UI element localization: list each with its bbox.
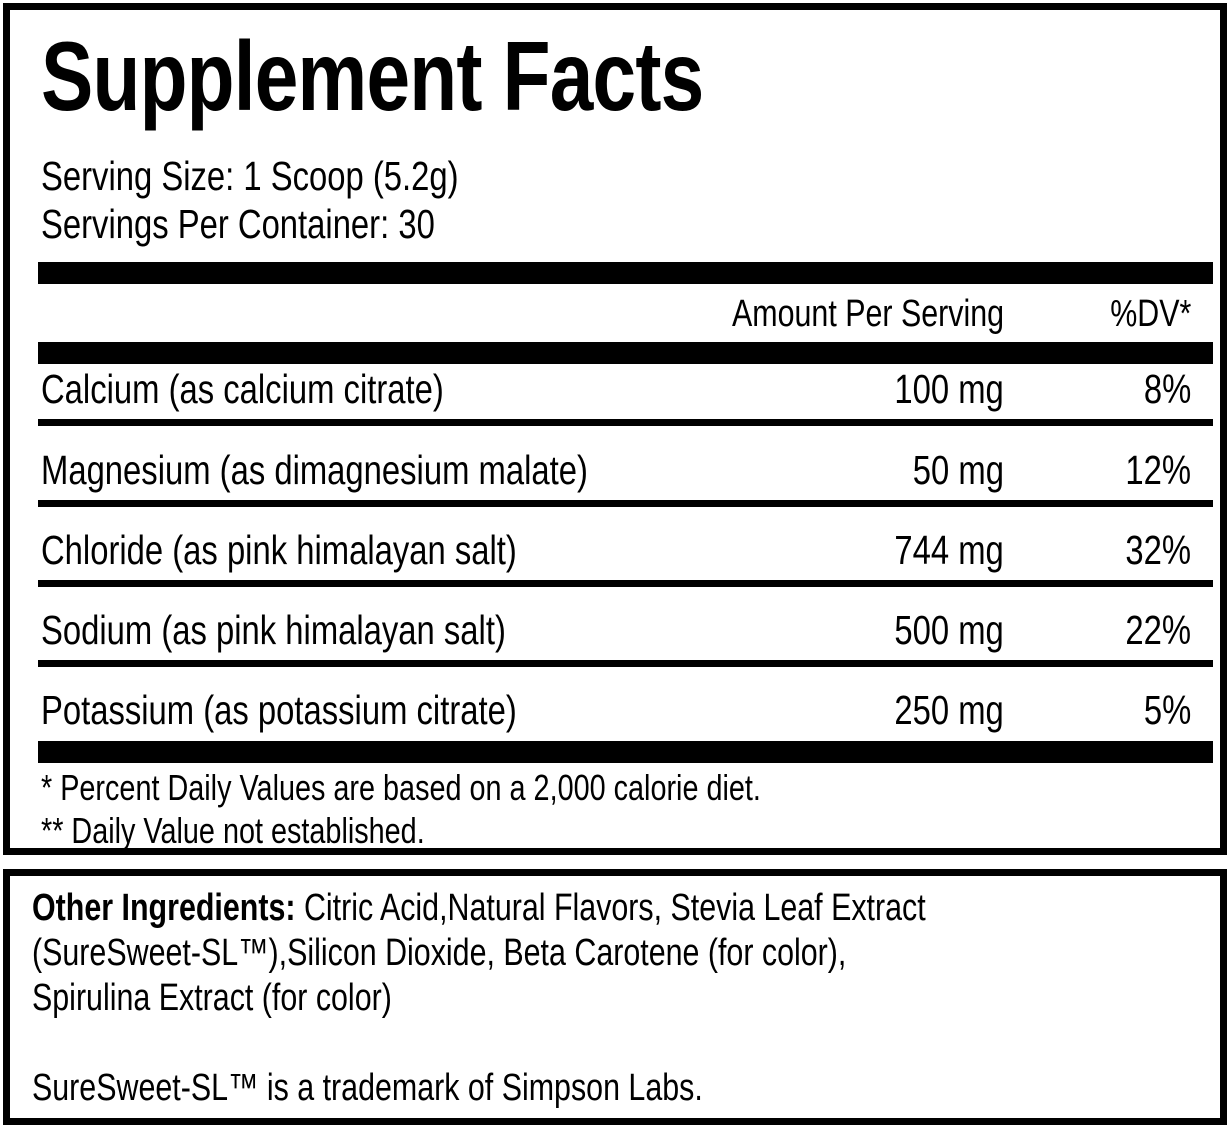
other-ingredients-line-3-text: Spirulina Extract (for color)	[32, 977, 392, 1019]
rule-top-thick	[38, 262, 1213, 284]
supplement-facts-panel: Supplement Facts Serving Size: 1 Scoop (…	[3, 3, 1227, 855]
nutrient-dv-cell: 12%	[1109, 448, 1191, 493]
nutrient-amount-cell: 50 mg	[890, 448, 1004, 493]
trademark-note: SureSweet-SL™ is a trademark of Simpson …	[32, 1066, 871, 1111]
nutrient-amount-cell: 744 mg	[867, 528, 1004, 573]
serving-size: Serving Size: 1 Scoop (5.2g)	[41, 154, 563, 199]
nutrient-dv: 12%	[1125, 447, 1191, 493]
column-header-amount-text: Amount Per Serving	[731, 293, 1004, 335]
nutrient-name: Magnesium (as dimagnesium malate)	[41, 447, 588, 493]
footnote-daily-value-text: * Percent Daily Values are based on a 2,…	[41, 767, 761, 808]
nutrient-dv: 32%	[1125, 527, 1191, 573]
footnote-not-established: ** Daily Value not established.	[41, 811, 521, 851]
nutrient-name: Chloride (as pink himalayan salt)	[41, 527, 517, 573]
table-row: Sodium (as pink himalayan salt)	[41, 608, 622, 653]
rule-header-bottom-thick	[38, 342, 1213, 364]
nutrient-amount-cell: 250 mg	[867, 688, 1004, 733]
nutrient-amount-cell: 500 mg	[867, 608, 1004, 653]
serving-size-text: Serving Size: 1 Scoop (5.2g)	[41, 153, 459, 199]
nutrient-amount: 250 mg	[894, 687, 1004, 733]
servings-per-container-text: Servings Per Container: 30	[41, 201, 435, 247]
table-row: Chloride (as pink himalayan salt)	[41, 528, 636, 573]
other-ingredients-line-1: Other Ingredients: Citric Acid,Natural F…	[32, 886, 1212, 931]
rule-footnote-top-thick	[38, 741, 1213, 763]
nutrient-dv-cell: 22%	[1109, 608, 1191, 653]
nutrient-dv-cell: 5%	[1132, 688, 1191, 733]
nutrient-dv-cell: 32%	[1109, 528, 1191, 573]
rule-row-divider	[38, 419, 1213, 426]
other-ingredients-line-1-text: Other Ingredients: Citric Acid,Natural F…	[32, 886, 926, 931]
table-row: Magnesium (as dimagnesium malate)	[41, 448, 725, 493]
nutrient-name: Sodium (as pink himalayan salt)	[41, 607, 506, 653]
other-ingredients-line-3: Spirulina Extract (for color)	[32, 976, 1212, 1021]
rule-row-divider	[38, 580, 1213, 587]
other-ingredients-line-2-text: (SureSweet-SL™),Silicon Dioxide, Beta Ca…	[32, 932, 847, 974]
nutrient-amount: 500 mg	[894, 607, 1004, 653]
table-row: Potassium (as potassium citrate)	[41, 688, 636, 733]
rule-row-divider	[38, 500, 1213, 507]
page-title: Supplement Facts	[41, 24, 869, 128]
other-ingredients-line-2: (SureSweet-SL™),Silicon Dioxide, Beta Ca…	[32, 931, 1212, 976]
other-ingredients-panel: Other Ingredients: Citric Acid,Natural F…	[3, 869, 1227, 1125]
column-header-amount: Amount Per Serving	[664, 293, 1004, 335]
other-ingredients-part-1: Citric Acid,Natural Flavors, Stevia Leaf…	[295, 887, 926, 929]
nutrient-amount: 100 mg	[894, 366, 1004, 412]
column-header-dv: %DV*	[1090, 293, 1191, 335]
page-title-text: Supplement Facts	[41, 21, 704, 131]
nutrient-name: Potassium (as potassium citrate)	[41, 687, 517, 733]
nutrient-name: Calcium (as calcium citrate)	[41, 366, 444, 412]
footnote-not-established-text: ** Daily Value not established.	[41, 810, 425, 851]
footnote-daily-value: * Percent Daily Values are based on a 2,…	[41, 768, 941, 808]
other-ingredients-label: Other Ingredients:	[32, 887, 296, 929]
trademark-note-text: SureSweet-SL™ is a trademark of Simpson …	[32, 1067, 703, 1109]
column-header-dv-text: %DV*	[1109, 293, 1191, 335]
other-ingredients-block: Other Ingredients: Citric Acid,Natural F…	[32, 886, 1212, 1021]
nutrient-amount: 744 mg	[894, 527, 1004, 573]
nutrient-dv: 8%	[1143, 366, 1191, 412]
nutrient-dv: 5%	[1143, 687, 1191, 733]
servings-per-container: Servings Per Container: 30	[41, 202, 533, 247]
nutrient-amount-cell: 100 mg	[867, 367, 1004, 412]
nutrient-dv: 22%	[1125, 607, 1191, 653]
table-row: Calcium (as calcium citrate)	[41, 367, 545, 412]
nutrient-amount: 50 mg	[912, 447, 1004, 493]
rule-row-divider	[38, 660, 1213, 667]
nutrient-dv-cell: 8%	[1132, 367, 1191, 412]
